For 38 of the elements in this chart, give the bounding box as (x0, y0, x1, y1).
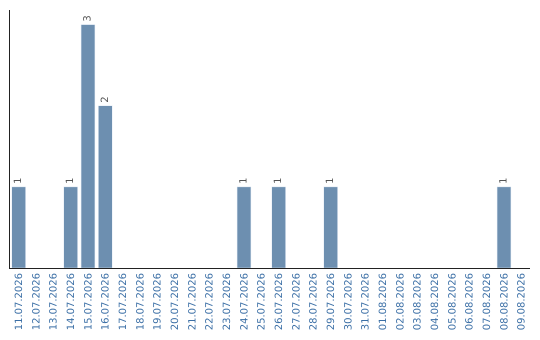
x-tick-label: 11.07.2026 (14, 273, 25, 330)
x-tick-label: 29.07.2026 (326, 273, 337, 330)
x-tick-label: 09.08.2026 (516, 273, 528, 330)
x-tick-label: 04.08.2026 (430, 273, 441, 330)
x-tick-label: 17.07.2026 (118, 273, 129, 330)
x-tick-label: 19.07.2026 (152, 273, 164, 330)
x-tick-label: 27.07.2026 (291, 273, 302, 330)
data-label: 3 (82, 15, 94, 22)
data-label: 1 (13, 177, 24, 184)
x-tick-label: 16.07.2026 (100, 273, 112, 330)
x-tick-label: 28.07.2026 (308, 273, 320, 330)
x-tick-label: 22.07.2026 (204, 273, 216, 330)
x-tick-label: 23.07.2026 (222, 273, 233, 330)
x-tick-label: 31.07.2026 (360, 273, 372, 330)
x-tick-label: 18.07.2026 (135, 273, 146, 330)
x-tick-label: 02.08.2026 (395, 273, 406, 330)
x-tick-label: 26.07.2026 (274, 273, 285, 330)
data-label: 1 (325, 177, 336, 184)
x-tick-label: 20.07.2026 (170, 273, 181, 330)
data-label: 2 (100, 96, 111, 103)
x-tick-label: 30.07.2026 (343, 273, 354, 330)
x-tick-label: 14.07.2026 (66, 273, 77, 330)
x-tick-label: 15.07.2026 (83, 273, 94, 330)
x-tick-label: 03.08.2026 (412, 273, 424, 330)
x-tick-label: 08.08.2026 (499, 273, 510, 330)
x-tick-label: 25.07.2026 (256, 273, 268, 330)
data-label: 1 (273, 177, 284, 184)
x-tick-label: 21.07.2026 (187, 273, 198, 330)
x-tick-label: 13.07.2026 (48, 273, 60, 330)
x-tick-label: 01.08.2026 (378, 273, 389, 330)
data-label: 1 (238, 177, 250, 184)
x-tick-label: 05.08.2026 (447, 273, 458, 330)
x-tick-label: 07.08.2026 (482, 273, 493, 330)
data-label: 1 (498, 177, 510, 184)
data-label: 1 (65, 177, 76, 184)
x-tick-label: 06.08.2026 (464, 273, 476, 330)
x-tick-label: 12.07.2026 (31, 273, 42, 330)
x-tick-label: 24.07.2026 (239, 273, 250, 330)
